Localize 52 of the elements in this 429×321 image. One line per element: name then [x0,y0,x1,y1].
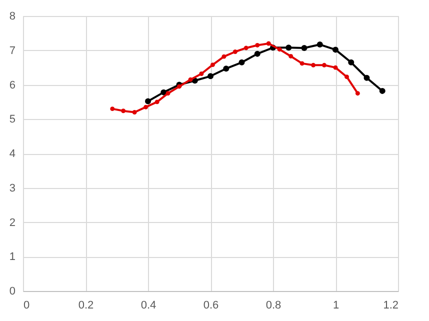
x-tick-label: 1 [332,300,340,312]
y-tick-label: 4 [9,148,16,160]
point [379,88,386,94]
point [160,89,167,96]
point [286,44,292,51]
point [166,91,170,96]
x-tick-label: 0 [24,300,30,312]
point [188,77,193,82]
y-tick-label: 3 [9,182,16,194]
point [254,50,260,57]
point [223,66,230,72]
point [348,59,354,66]
point [208,73,214,80]
point [232,50,238,54]
point [144,104,148,110]
y-tick-label: 0 [9,286,16,298]
point [301,44,308,51]
point [222,54,226,59]
x-tick-label: 0.6 [203,300,219,312]
x-tick-label: 0.8 [266,300,282,312]
point [132,110,137,114]
x-tick-label: 1.2 [383,300,398,312]
point [288,54,294,58]
point [110,106,115,112]
point [355,91,360,96]
point [316,42,323,48]
point [154,100,160,104]
x-tick-label: 0.2 [78,300,94,312]
x-tick-label: 0.4 [140,300,156,312]
y-tick-label: 8 [9,10,16,22]
point [300,61,304,66]
point [255,42,260,48]
y-tick-label: 6 [9,79,16,92]
point [333,65,338,70]
y-tick-label: 2 [9,216,16,229]
point [177,84,182,89]
y-tick-label: 5 [9,114,16,126]
point [244,46,248,50]
point [266,41,271,46]
point [322,62,326,68]
point [238,59,245,66]
y-tick-label: 7 [9,44,16,57]
point [332,46,338,53]
point [364,74,370,81]
point [199,72,204,76]
point [344,74,349,80]
point [311,62,316,68]
point [121,108,126,114]
y-tick-label: 1 [9,251,16,264]
point [145,98,151,104]
point [277,47,282,52]
point [210,62,215,68]
